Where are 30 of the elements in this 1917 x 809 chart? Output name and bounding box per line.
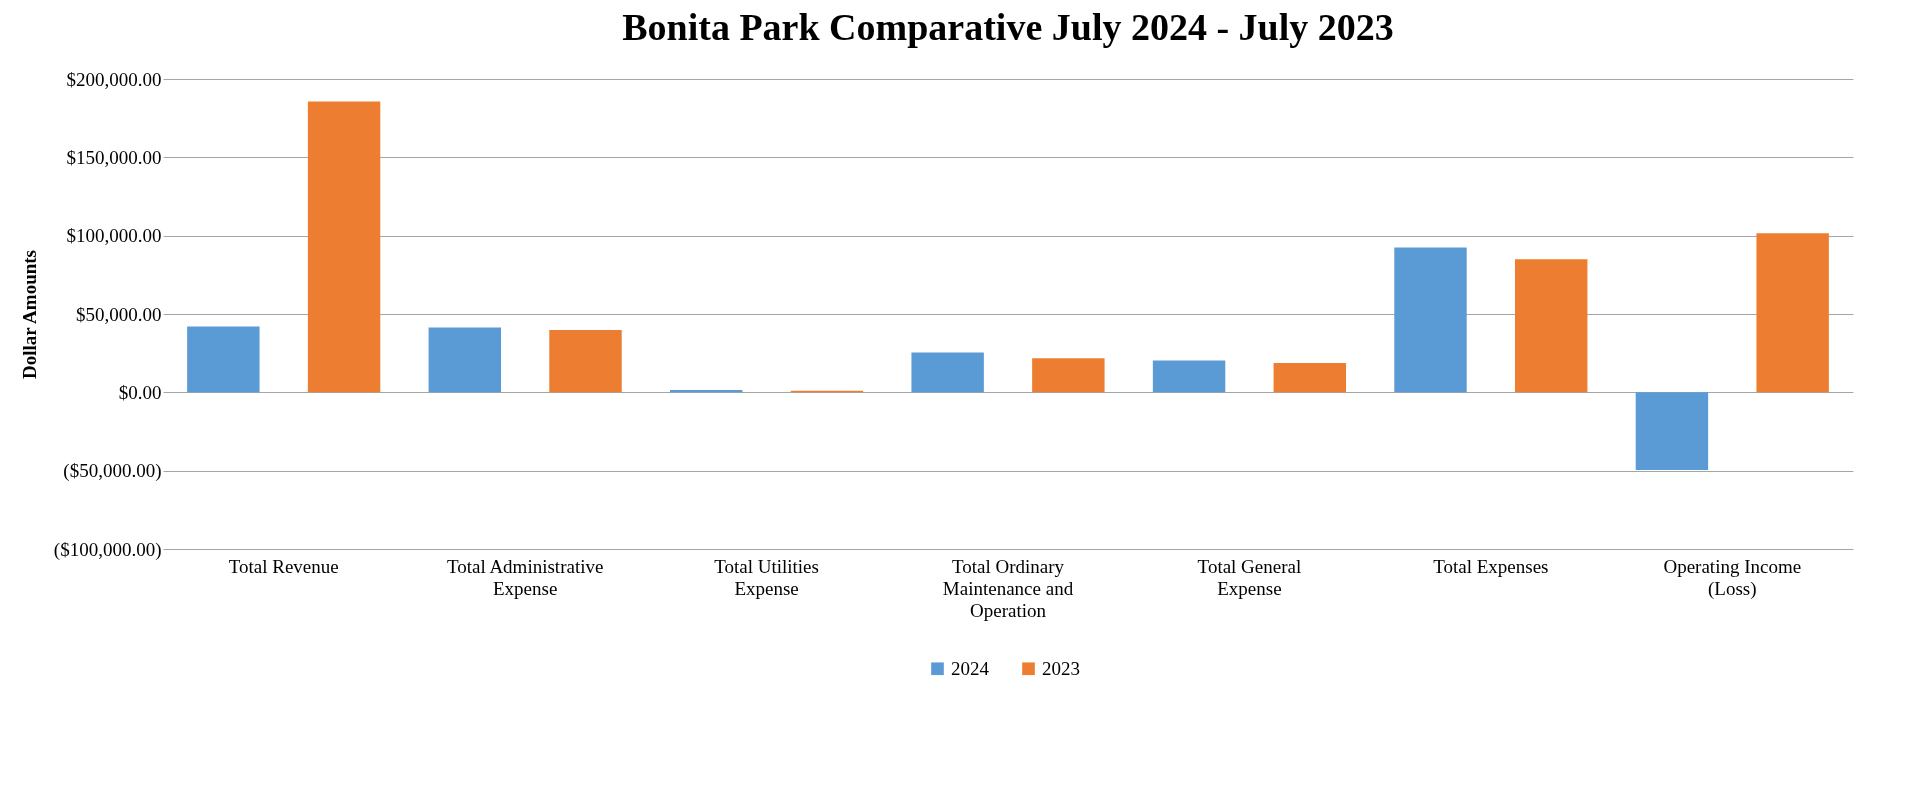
y-tick-label: $150,000.00 [66,146,162,168]
y-tick-label: $0.00 [118,381,162,403]
legend-label: 2024 [951,657,990,679]
x-tick-label: Total Administrative Expense [446,555,604,599]
bar [549,329,622,393]
bar [307,101,381,393]
x-tick-label: Total General Expense [1197,555,1302,599]
bar [1273,362,1346,393]
bar [1394,247,1467,393]
bar [1032,358,1105,393]
y-axis-title: Dollar Amounts [18,250,40,379]
bar [1756,233,1829,393]
bar [1152,360,1226,393]
y-tick-label: ($50,000.00) [63,460,162,483]
x-tick-label: Total Expenses [1433,555,1549,577]
y-tick-label: $50,000.00 [76,303,162,325]
bar [1635,392,1709,471]
x-tick-label: Total Utilities Expense [714,555,819,599]
bar [911,352,984,393]
bar [1515,259,1588,393]
y-tick-label: ($100,000.00) [53,538,162,561]
x-tick-label: Total Ordinary Maintenance and Operation [942,555,1074,621]
y-tick-label: $100,000.00 [66,225,162,247]
bar [187,326,260,393]
bar [428,327,501,393]
x-tick-label: Operating Income (Loss) [1663,555,1802,600]
x-tick-label: Total Revenue [228,555,339,577]
chart-title: Bonita Park Comparative July 2024 - July 2023 [622,6,1394,48]
y-tick-label: $200,000.00 [66,68,162,90]
legend-label: 2023 [1042,657,1080,679]
